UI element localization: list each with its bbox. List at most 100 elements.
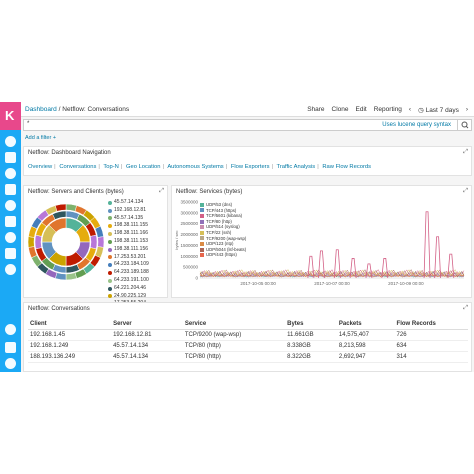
column-header-flow-records[interactable]: Flow Records [394,319,468,330]
legend-swatch [200,208,204,213]
servers-legend: 45.57.14.134 192.168.12.81 45.57.14.135 198… [108,199,149,308]
y-tick-label: 2000000 [180,232,198,237]
column-header-client[interactable]: Client [28,319,112,330]
sunburst-slice[interactable] [27,236,35,248]
column-header-packets[interactable]: Packets [336,319,395,330]
nav-link-traffic-analysis[interactable]: Traffic Analysis [276,164,316,170]
search-button[interactable] [457,120,471,130]
reporting-button[interactable]: Reporting [373,106,402,113]
kibana-logo[interactable]: K [0,102,21,130]
graph-icon[interactable] [5,216,16,227]
legend-item[interactable]: 64.233.191.100 [108,277,149,285]
legend-item[interactable]: UDP/514 (syslog) [200,224,246,230]
legend-item[interactable]: 64.221.204.46 [108,285,149,293]
timelion-icon[interactable] [5,184,16,195]
collapse-icon[interactable] [5,358,16,369]
sunburst-slice[interactable] [34,234,42,250]
legend-item[interactable]: 24.90.225.129 [108,293,149,301]
legend-label: TCP/443 (https) [206,207,237,213]
query-bar[interactable]: * Uses lucene query syntax [23,119,472,131]
ml-icon[interactable] [5,200,16,211]
column-header-server[interactable]: Server [111,319,183,330]
time-picker[interactable]: ◷ Last 7 days [418,106,459,114]
nav-link-flow-exporters[interactable]: Flow Exporters [230,164,270,170]
management-icon[interactable] [5,264,16,275]
query-input[interactable]: * [27,121,30,127]
services-line-chart[interactable]: 3500000 3000000 2500000 2000000 1500000 10000… [172,198,473,298]
series-spike[interactable] [434,236,441,279]
legend-item[interactable]: 198.38.111.153 [108,238,149,246]
legend-item[interactable]: 198.38.111.156 [108,246,149,254]
series-spike[interactable] [447,253,455,279]
edit-button[interactable]: Edit [355,106,367,113]
expand-icon[interactable]: ⤢ [463,188,468,194]
cell-service: TCP/80 (http) [182,351,286,363]
series-spike[interactable] [318,250,325,279]
nav-link-top-n[interactable]: Top-N [103,164,119,170]
legend-item[interactable]: UDP/123 (ntp) [200,241,246,247]
series-spike[interactable] [349,258,357,279]
legend-item[interactable]: TCP/443 (https) [200,208,246,214]
legend-item[interactable]: 192.168.12.81 [108,207,149,215]
monitoring-icon[interactable] [5,248,16,259]
time-back-icon[interactable]: ‹ [408,106,412,113]
left-nav: K [0,102,21,372]
sunburst-slice[interactable] [65,272,78,281]
legend-item[interactable]: TCP/9200 (wap-wsp) [200,236,246,242]
nav-link-conversations[interactable]: Conversations [59,164,97,170]
dashboard-icon[interactable] [5,168,16,179]
sunburst-slice[interactable] [48,217,67,233]
sunburst-slice[interactable] [97,236,105,248]
legend-item[interactable]: 198.38.111.155 [108,222,149,230]
time-forward-icon[interactable]: › [465,106,468,113]
series-spike[interactable] [365,263,373,279]
legend-item[interactable]: UDP/53 (dns) [200,202,246,208]
legend-item[interactable]: TCP/5601 (kibana) [200,213,246,219]
series-line[interactable] [199,274,465,278]
legend-item[interactable]: 198.38.111.166 [108,230,149,238]
legend-item[interactable]: 64.233.184.109 [108,261,149,269]
legend-item[interactable]: TCP/80 (http) [200,219,246,225]
logout-icon[interactable] [5,342,16,353]
query-syntax-hint[interactable]: Uses lucene query syntax [382,122,451,128]
y-tick-label: 1000000 [180,254,198,259]
legend-item[interactable]: TCP/22 (ssh) [200,230,246,236]
series-spike[interactable] [333,249,341,279]
nav-link-overview[interactable]: Overview [28,164,53,170]
share-button[interactable]: Share [307,106,325,113]
expand-icon[interactable]: ⤢ [463,305,468,311]
breadcrumb-dashboard[interactable]: Dashboard [25,106,57,113]
expand-icon[interactable]: ⤢ [159,188,164,194]
series-spike[interactable] [381,258,389,279]
expand-icon[interactable]: ⤢ [463,149,468,155]
sunburst-chart[interactable] [26,202,106,282]
clone-button[interactable]: Clone [331,106,349,113]
sunburst-slice[interactable] [90,234,98,250]
legend-item[interactable]: 45.57.14.135 [108,215,149,223]
legend-item[interactable]: 17.253.53.201 [108,254,149,262]
legend-swatch [200,253,204,258]
visualize-icon[interactable] [5,152,16,163]
legend-swatch [200,202,204,207]
nav-link-geo-location[interactable]: Geo Location [126,164,161,170]
discover-icon[interactable] [5,136,16,147]
legend-label: UDP/53 (dns) [206,202,233,207]
sunburst-slice[interactable] [54,203,67,212]
column-header-service[interactable]: Service [182,319,286,330]
add-filter-link[interactable]: Add a filter + [25,135,57,141]
column-header-bytes[interactable]: Bytes [285,319,337,330]
legend-item[interactable]: 45.57.14.134 [108,199,149,207]
nav-link-raw-flow-records[interactable]: Raw Flow Records [322,164,372,170]
legend-item[interactable]: UDP/5044 (lsf-beats) [200,247,246,253]
series-line[interactable] [199,271,465,278]
user-icon[interactable] [5,324,16,335]
legend-item[interactable]: UDP/443 (https) [200,252,246,258]
legend-item[interactable]: 64.233.189.188 [108,269,149,277]
series-line[interactable] [199,269,465,278]
legend-label: UDP/123 (ntp) [206,241,234,247]
devtools-icon[interactable] [5,232,16,243]
sunburst-slice[interactable] [52,210,67,220]
series-spike[interactable] [307,255,315,279]
nav-link-autonomous-systems[interactable]: Autonomous Systems [167,164,224,170]
series-spike[interactable] [423,211,431,279]
